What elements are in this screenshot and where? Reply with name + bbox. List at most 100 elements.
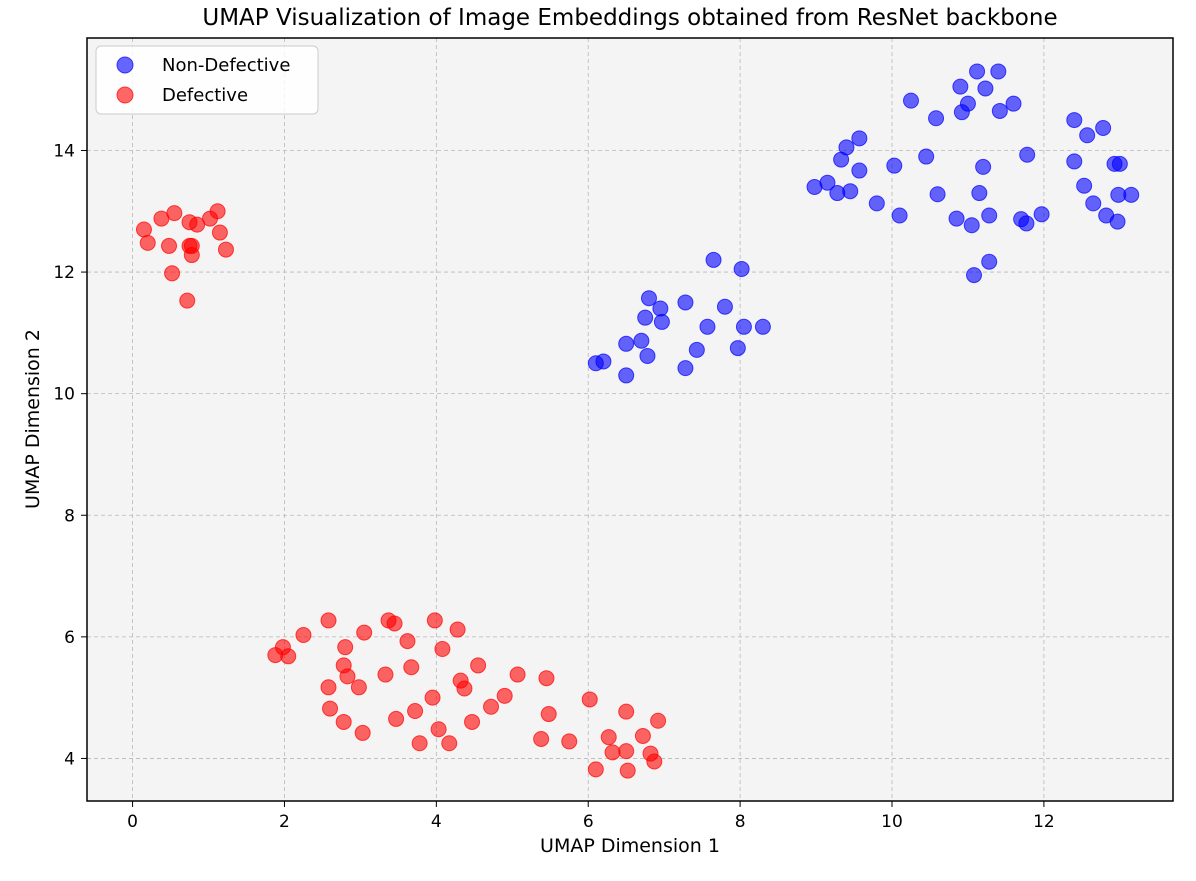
point-defective: [646, 753, 663, 770]
point-non-defective: [918, 148, 935, 165]
point-non-defective: [1066, 112, 1083, 129]
point-non-defective: [733, 261, 750, 278]
point-non-defective: [851, 130, 868, 147]
point-non-defective: [618, 335, 635, 352]
point-non-defective: [902, 92, 919, 109]
point-defective: [561, 733, 578, 750]
point-defective: [538, 670, 555, 687]
x-tick-label: 10: [881, 812, 903, 832]
point-defective: [339, 668, 356, 685]
point-non-defective: [952, 78, 969, 95]
point-non-defective: [971, 185, 988, 202]
point-non-defective: [1033, 206, 1050, 223]
point-non-defective: [948, 210, 965, 227]
point-defective: [424, 689, 441, 706]
point-non-defective: [1076, 177, 1093, 194]
point-defective: [354, 724, 371, 741]
x-axis-label: UMAP Dimension 1: [540, 835, 720, 857]
point-defective: [135, 221, 152, 238]
point-non-defective: [819, 174, 836, 191]
point-non-defective: [716, 298, 733, 315]
point-non-defective: [975, 158, 992, 175]
plot-frame: [86, 37, 1174, 802]
point-defective: [411, 735, 428, 752]
point-non-defective: [891, 207, 908, 224]
point-defective: [441, 735, 458, 752]
point-non-defective: [1005, 95, 1022, 112]
point-non-defective: [991, 102, 1008, 119]
axis-ticks: 0 2 4 6 8 10 12 4 6 8 10 12 14: [53, 141, 1054, 832]
point-non-defective: [886, 157, 903, 174]
point-non-defective: [1095, 119, 1112, 136]
point-defective: [434, 641, 451, 658]
point-defective: [295, 627, 312, 644]
point-non-defective: [595, 353, 612, 370]
point-defective: [388, 710, 405, 727]
point-defective: [356, 624, 373, 641]
point-defective: [581, 691, 598, 708]
point-non-defective: [959, 95, 976, 112]
point-defective: [320, 679, 337, 696]
point-defective: [430, 721, 447, 738]
point-defective: [139, 234, 156, 251]
point-non-defective: [851, 162, 868, 179]
point-non-defective: [618, 367, 635, 384]
y-tick-label: 14: [53, 141, 75, 161]
point-non-defective: [1123, 186, 1140, 203]
y-tick-label: 6: [64, 628, 75, 648]
point-defective: [509, 666, 526, 683]
plot-area: [87, 38, 1173, 801]
grid-lines: [87, 38, 1173, 801]
point-defective: [650, 712, 667, 729]
point-non-defective: [1066, 153, 1083, 170]
point-defective: [540, 706, 557, 723]
point-non-defective: [633, 332, 650, 349]
point-defective: [183, 247, 200, 264]
point-non-defective: [929, 186, 946, 203]
point-defective: [634, 727, 651, 744]
point-defective: [179, 292, 196, 309]
y-axis-label: UMAP Dimension 2: [22, 329, 44, 509]
x-tick-label: 8: [735, 812, 746, 832]
point-defective: [449, 621, 466, 638]
point-non-defective: [981, 207, 998, 224]
point-defective: [320, 612, 337, 629]
point-defective: [464, 713, 481, 730]
x-tick-label: 12: [1033, 812, 1055, 832]
point-non-defective: [842, 183, 859, 200]
point-non-defective: [963, 217, 980, 234]
point-defective: [337, 639, 354, 656]
point-defective: [322, 700, 339, 717]
point-non-defective: [1019, 146, 1036, 163]
point-defective: [280, 648, 297, 665]
point-non-defective: [1085, 195, 1102, 212]
point-non-defective: [699, 318, 716, 335]
legend-label-non-defective: Non-Defective: [162, 55, 290, 76]
x-tick-label: 2: [279, 812, 290, 832]
point-defective: [217, 241, 234, 258]
point-defective: [164, 265, 181, 282]
point-non-defective: [688, 341, 705, 358]
point-non-defective: [735, 318, 752, 335]
point-defective: [211, 224, 228, 241]
point-non-defective: [990, 63, 1007, 80]
point-non-defective: [981, 253, 998, 270]
data-points: [135, 63, 1140, 779]
y-tick-label: 4: [64, 749, 75, 769]
legend: Non-Defective Defective: [95, 45, 319, 115]
point-non-defective: [705, 251, 722, 268]
point-defective: [618, 703, 635, 720]
point-defective: [587, 761, 604, 778]
point-non-defective: [677, 360, 694, 377]
y-tick-label: 8: [64, 506, 75, 526]
x-tick-label: 4: [431, 812, 442, 832]
point-non-defective: [966, 267, 983, 284]
point-non-defective: [1018, 215, 1035, 232]
point-defective: [470, 657, 487, 674]
point-non-defective: [639, 347, 656, 364]
legend-box: [95, 45, 319, 115]
legend-label-defective: Defective: [162, 85, 248, 106]
point-defective: [533, 730, 550, 747]
point-defective: [407, 703, 424, 720]
point-non-defective: [652, 300, 669, 317]
